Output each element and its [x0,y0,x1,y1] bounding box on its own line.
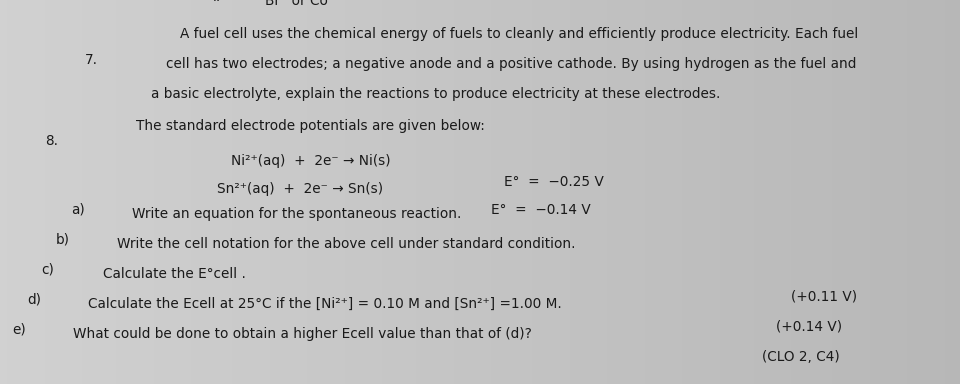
Text: Ni²⁺(aq)  +  2e⁻ → Ni(s): Ni²⁺(aq) + 2e⁻ → Ni(s) [231,154,391,168]
Text: d): d) [27,293,40,306]
Text: Calculate the Ecell at 25°C if the [Ni²⁺] = 0.10 M and [Sn²⁺] =1.00 M.: Calculate the Ecell at 25°C if the [Ni²⁺… [88,297,562,311]
Text: cell has two electrodes; a negative anode and a positive cathode. By using hydro: cell has two electrodes; a negative anod… [166,57,856,71]
Text: b): b) [56,232,70,246]
Text: e): e) [12,323,26,337]
Text: Sn²⁺(aq)  +  2e⁻ → Sn(s): Sn²⁺(aq) + 2e⁻ → Sn(s) [217,182,383,196]
Text: Write the cell notation for the above cell under standard condition.: Write the cell notation for the above ce… [117,237,576,251]
Text: E°  =  −0.14 V: E° = −0.14 V [491,204,590,217]
Text: (+0.14 V): (+0.14 V) [777,319,843,334]
Text: A fuel cell uses the chemical energy of fuels to cleanly and efficiently produce: A fuel cell uses the chemical energy of … [180,27,858,41]
Text: (CLO 2, C4): (CLO 2, C4) [762,350,840,364]
Text: Write an equation for the spontaneous reaction.: Write an equation for the spontaneous re… [132,207,462,221]
Text: E°  =  −0.25 V: E° = −0.25 V [504,175,604,189]
Text: i.: i. [213,0,221,4]
Text: a basic electrolyte, explain the reactions to produce electricity at these elect: a basic electrolyte, explain the reactio… [151,87,720,101]
Text: Calculate the E°cell .: Calculate the E°cell . [103,267,246,281]
Text: a): a) [71,202,84,216]
Text: (+0.11 V): (+0.11 V) [791,290,857,303]
Text: Br⁻ or Co²⁺: Br⁻ or Co²⁺ [265,0,340,8]
Text: 7.: 7. [84,53,98,66]
Text: What could be done to obtain a higher Ecell value than that of (d)?: What could be done to obtain a higher Ec… [73,328,532,341]
Text: The standard electrode potentials are given below:: The standard electrode potentials are gi… [135,119,485,133]
Text: c): c) [41,262,55,276]
Text: 8.: 8. [45,134,59,147]
